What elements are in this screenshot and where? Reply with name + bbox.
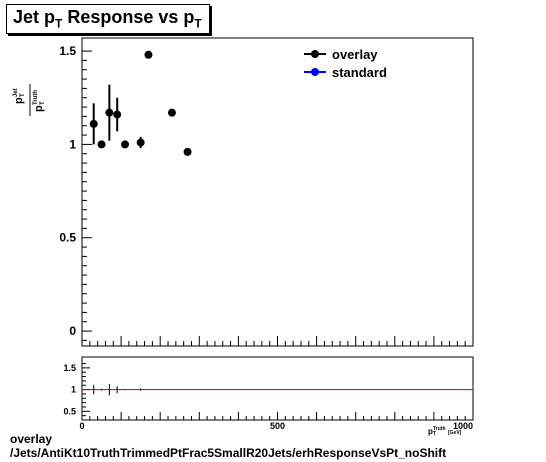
legend-label: overlay	[332, 47, 378, 62]
x-tick-label: 0	[79, 421, 84, 431]
y-tick-label: 1	[69, 137, 76, 151]
y-axis-label-part: p	[13, 97, 25, 104]
y-axis-label-part: p	[33, 105, 45, 112]
chart-title-box: Jet pT Response vs pT	[6, 4, 210, 34]
data-point	[105, 108, 114, 117]
data-point	[89, 119, 98, 128]
data-point	[144, 50, 153, 59]
y-axis-label-part: T	[40, 101, 46, 105]
x-axis-label-part: p	[428, 427, 433, 436]
title-sub-1: T	[55, 16, 63, 31]
y-axis-label-part: T	[20, 93, 26, 97]
data-point	[97, 140, 106, 149]
data-point	[183, 147, 192, 156]
title-main: Jet p	[13, 7, 56, 27]
y-axis-label-part: Jet	[13, 88, 19, 97]
x-axis-label-part: [GeV]	[448, 430, 462, 436]
x-tick-label: 1000	[453, 421, 473, 431]
legend-marker	[311, 50, 319, 58]
ratio-y-tick-label: 1.5	[63, 363, 76, 373]
title-mid: Response vs p	[62, 7, 195, 27]
data-point	[113, 110, 122, 119]
y-tick-label: 1.5	[59, 44, 76, 58]
main-plot-frame	[81, 37, 474, 347]
y-tick-label: 0	[69, 324, 76, 338]
y-tick-label: 0.5	[59, 231, 76, 245]
footer-label: overlay	[10, 432, 53, 446]
ratio-y-tick-label: 1	[71, 385, 76, 395]
data-point	[121, 140, 130, 149]
x-axis-label-part: T	[433, 431, 436, 437]
x-axis-label-part: Truth	[433, 426, 446, 432]
ratio-y-tick-label: 0.5	[63, 406, 76, 416]
data-point	[136, 138, 145, 147]
data-point	[167, 108, 176, 117]
footer-path: /Jets/AntiKt10TruthTrimmedPtFrac5SmallR2…	[10, 446, 447, 460]
y-axis-label-part: Truth	[33, 90, 39, 105]
legend-label: standard	[332, 65, 387, 80]
title-sub-2: T	[194, 16, 202, 31]
legend-marker	[311, 68, 319, 76]
x-tick-label: 500	[270, 421, 285, 431]
chart-title: Jet pT Response vs pT	[13, 7, 202, 31]
